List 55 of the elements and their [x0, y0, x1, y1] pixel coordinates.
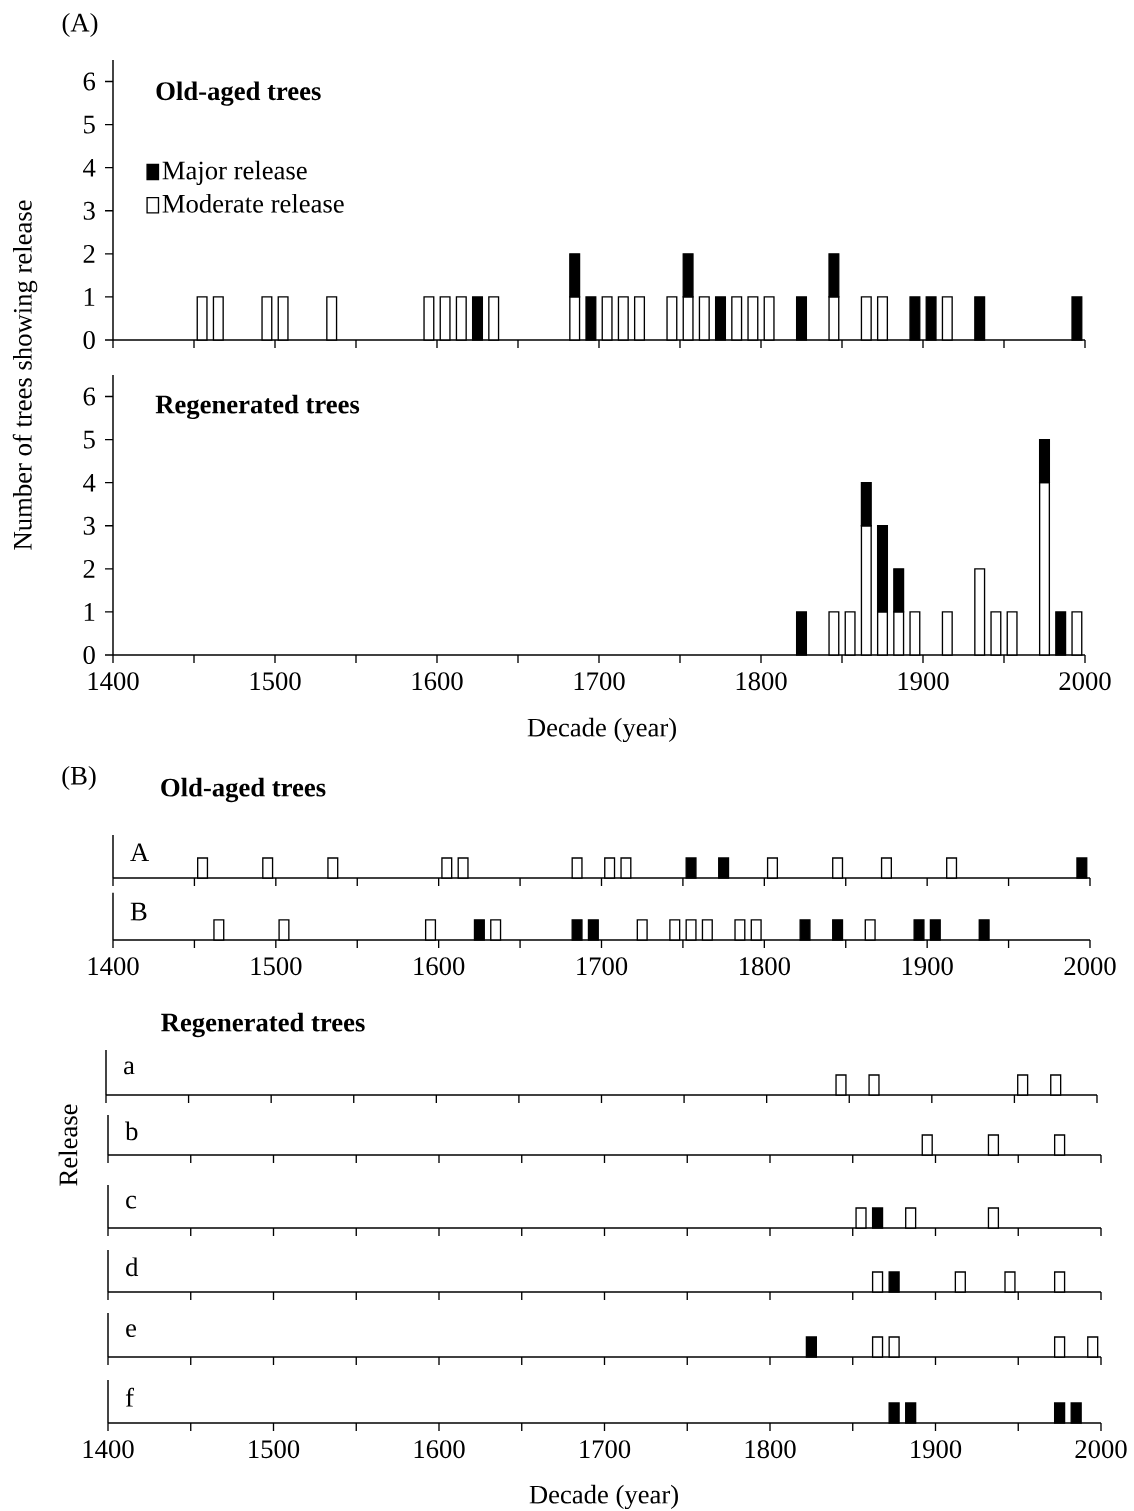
- y-tick-label: 1: [84, 288, 95, 306]
- chart-title: a: [124, 1061, 135, 1075]
- chart-title: b: [125, 1121, 138, 1141]
- y-tick-label: 2: [83, 560, 95, 578]
- x-tick-label: 2000: [1059, 672, 1111, 691]
- x-tick-label: 1400: [88, 672, 139, 691]
- y-axis-title: Number of trees showing release: [12, 200, 38, 550]
- y-tick-label: 4: [83, 158, 96, 177]
- text: Regenerated trees: [155, 394, 360, 420]
- x-tick-label: 1600: [412, 672, 463, 691]
- text: (B): [62, 765, 96, 791]
- y-tick-label: 3: [83, 201, 95, 220]
- legend-label: Major release: [162, 160, 307, 185]
- y-tick-label: 4: [83, 473, 96, 492]
- x-tick-label: 1900: [911, 1440, 962, 1459]
- text: Regenerated trees: [161, 1012, 365, 1038]
- chart-title: f: [125, 1387, 134, 1407]
- x-tick-label: 1700: [574, 672, 625, 691]
- chart-title: c: [126, 1195, 137, 1209]
- x-tick-label: 1600: [414, 1440, 465, 1459]
- text: Old-aged trees: [161, 777, 326, 803]
- y-tick-label: 6: [83, 387, 96, 406]
- chart-title: B: [130, 902, 147, 921]
- x-tick-label: 1400: [83, 1440, 134, 1459]
- x-tick-label: 1800: [745, 1440, 796, 1459]
- legend-label: Moderate release: [162, 193, 344, 213]
- text: Old-aged trees: [156, 81, 321, 106]
- x-tick-label: 2000: [1064, 957, 1116, 976]
- y-tick-label: 0: [83, 331, 95, 349]
- x-tick-label: 1700: [577, 957, 628, 976]
- x-tick-label: 1800: [740, 957, 790, 976]
- y-tick-label: 1: [84, 603, 95, 621]
- y-tick-label: 3: [83, 516, 95, 535]
- x-tick-label: 1500: [250, 672, 301, 691]
- y-tick-label: 2: [83, 245, 95, 263]
- x-tick-label: 1800: [736, 672, 787, 691]
- y-tick-label: 6: [83, 72, 96, 91]
- x-tick-label: 1900: [902, 957, 953, 976]
- y-tick-label: 5: [84, 430, 95, 449]
- x-tick-label: 1500: [249, 1440, 300, 1459]
- x-axis-title: Decade (year): [527, 717, 676, 743]
- y-axis-title: Release: [58, 1104, 78, 1186]
- x-tick-label: 2000: [1075, 1440, 1127, 1459]
- chart-title: e: [126, 1324, 137, 1337]
- x-tick-label: 1700: [580, 1440, 631, 1459]
- chart-title: A: [130, 843, 150, 861]
- x-tick-label: 1500: [251, 957, 302, 976]
- y-tick-label: 5: [84, 115, 95, 134]
- chart-title: d: [126, 1257, 139, 1277]
- x-tick-label: 1400: [88, 957, 139, 976]
- x-tick-label: 1900: [898, 672, 949, 691]
- y-tick-label: 0: [83, 646, 95, 664]
- x-axis-title: Decade (year): [529, 1484, 678, 1510]
- text: (A): [62, 12, 98, 38]
- x-tick-label: 1600: [414, 957, 465, 976]
